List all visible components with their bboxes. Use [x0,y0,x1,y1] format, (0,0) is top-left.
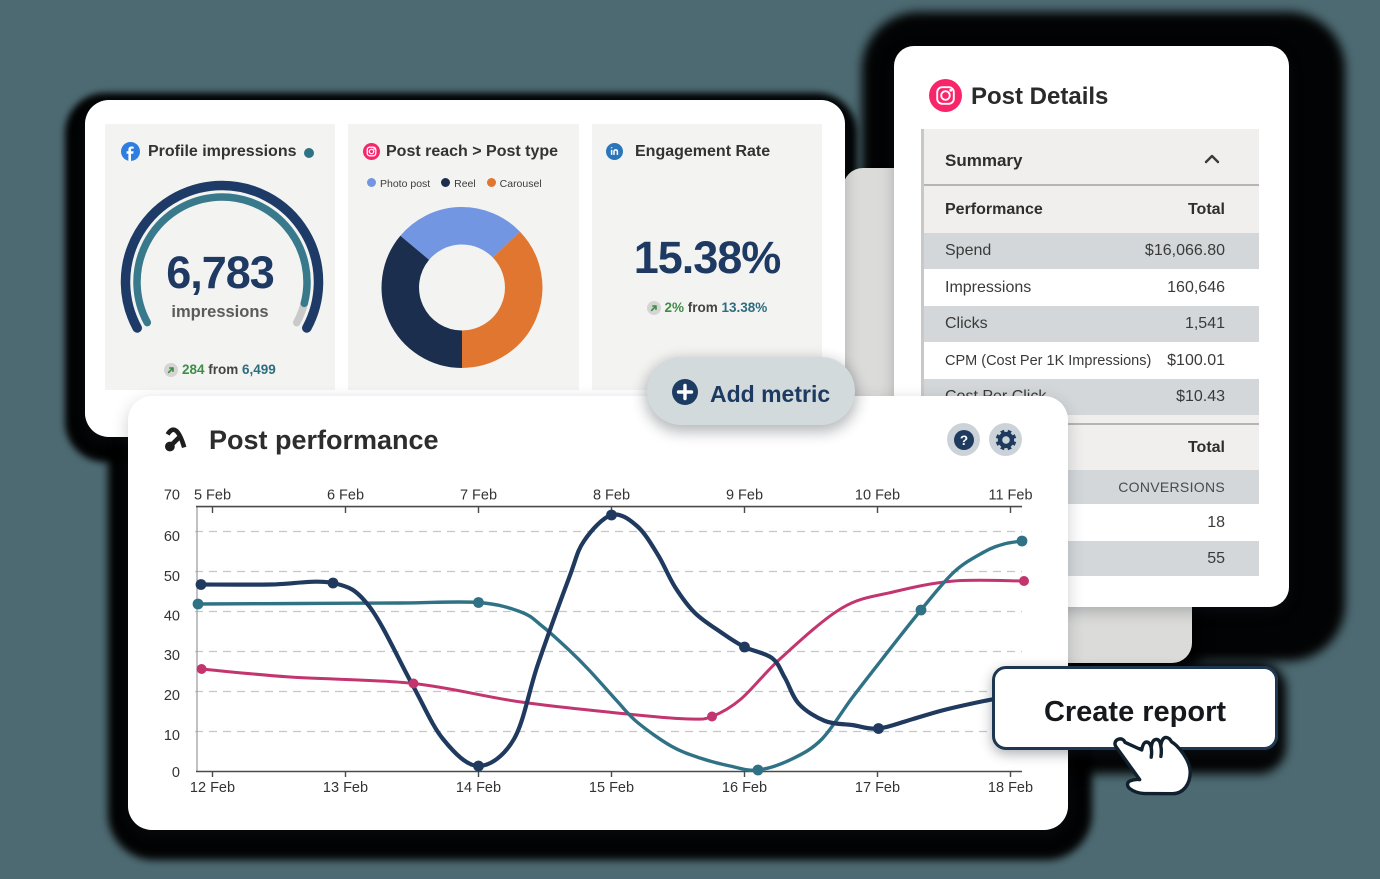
svg-text:11 Feb: 11 Feb [988,488,1032,504]
svg-text:6 Feb: 6 Feb [327,488,364,504]
svg-text:5 Feb: 5 Feb [194,488,231,504]
svg-text:60: 60 [164,529,180,545]
svg-text:20: 20 [164,688,180,704]
svg-text:9 Feb: 9 Feb [726,488,763,504]
svg-text:7 Feb: 7 Feb [460,488,497,504]
svg-text:10 Feb: 10 Feb [855,488,900,504]
svg-text:10: 10 [164,728,180,744]
svg-text:70: 70 [164,488,180,504]
svg-text:15 Feb: 15 Feb [589,780,634,796]
svg-text:18 Feb: 18 Feb [988,780,1033,796]
svg-text:0: 0 [172,765,180,781]
svg-text:40: 40 [164,609,180,625]
svg-text:8 Feb: 8 Feb [593,488,630,504]
svg-text:14 Feb: 14 Feb [456,780,501,796]
svg-text:?: ? [960,433,968,448]
svg-text:17 Feb: 17 Feb [855,780,900,796]
svg-text:12 Feb: 12 Feb [190,780,235,796]
svg-text:30: 30 [164,648,180,664]
svg-text:13 Feb: 13 Feb [323,780,368,796]
svg-text:50: 50 [164,569,180,585]
svg-text:16 Feb: 16 Feb [722,780,767,796]
